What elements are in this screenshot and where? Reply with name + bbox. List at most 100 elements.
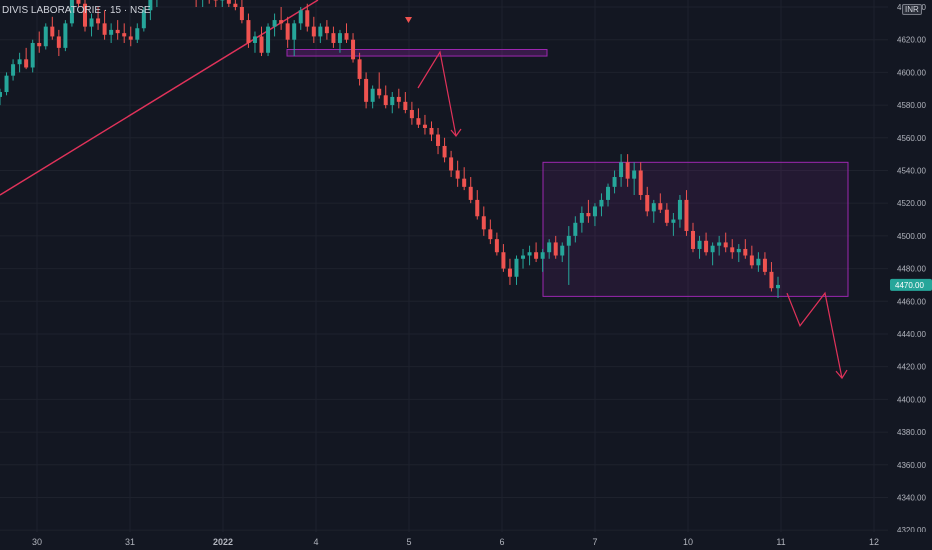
y-tick-label: 4580.00	[897, 101, 926, 110]
candle-body	[285, 23, 290, 40]
candle-body	[632, 170, 637, 179]
candle-body	[481, 216, 486, 230]
candle-body	[442, 145, 447, 158]
candle-body	[226, 0, 231, 4]
candle-body	[429, 127, 434, 135]
candle-body	[475, 199, 480, 217]
time-axis-bg	[0, 532, 932, 550]
candle-body	[298, 10, 303, 24]
candle-body	[37, 42, 42, 47]
drawing-boxes[interactable]	[286, 49, 849, 297]
candle-body	[723, 242, 728, 248]
y-tick-label: 4540.00	[897, 166, 926, 175]
candle-body	[102, 23, 107, 35]
y-tick-label: 4320.00	[897, 526, 926, 535]
y-tick-label: 4620.00	[897, 36, 926, 45]
candle-body	[390, 96, 395, 106]
y-tick-label: 4420.00	[897, 363, 926, 372]
candle-body	[239, 7, 244, 21]
y-tick-label: 4400.00	[897, 395, 926, 404]
candle-body	[89, 18, 94, 27]
candle-body	[4, 75, 9, 93]
candle-body	[305, 10, 310, 27]
projection-arrowhead	[835, 369, 848, 380]
candlestick-series	[0, 0, 780, 299]
candle-body	[560, 245, 565, 256]
candle-body	[684, 199, 689, 231]
price-axis[interactable]: 4320.00 4340.00 4360.00 4380.00 4400.00 4420.…	[888, 0, 932, 535]
candle-body	[468, 186, 473, 200]
candle-body	[462, 178, 467, 187]
candle-body	[135, 28, 140, 40]
candle-body	[409, 109, 414, 119]
candle-body	[396, 96, 401, 102]
candle-body	[756, 258, 761, 266]
candle-body	[592, 206, 597, 217]
candle-body	[377, 88, 382, 96]
candle-body	[606, 186, 611, 200]
candle-body	[331, 33, 336, 43]
candle-body	[547, 242, 552, 253]
price-tag-bg	[890, 278, 932, 291]
candle-body	[351, 39, 356, 60]
candle-body	[514, 258, 519, 277]
candle-body	[96, 18, 101, 24]
candle-body	[488, 229, 493, 240]
candle-body	[625, 162, 630, 179]
candle-body	[534, 252, 539, 259]
candle-body	[344, 33, 349, 40]
candle-body	[259, 36, 264, 53]
candle-body	[691, 230, 696, 249]
candle-body	[645, 195, 650, 212]
candle-body	[115, 29, 120, 34]
candle-body	[266, 26, 271, 53]
candle-body	[664, 209, 669, 223]
candle-body	[128, 36, 133, 40]
arrow-drawings[interactable]	[405, 17, 848, 380]
rising-trendline[interactable]	[0, 0, 319, 196]
candle-body	[762, 258, 767, 272]
candle-body	[50, 26, 55, 37]
trendline[interactable]	[0, 0, 319, 196]
candle-body	[730, 247, 735, 253]
candle-body	[658, 203, 663, 210]
candle-body	[246, 20, 251, 43]
candle-body	[769, 271, 774, 289]
candle-body	[292, 23, 297, 40]
resistance-zone-box[interactable]	[286, 49, 548, 57]
candle-body	[677, 199, 682, 220]
candle-body	[141, 10, 146, 29]
candle-body	[272, 20, 277, 27]
y-tick-label: 4560.00	[897, 134, 926, 143]
small-arrow-path[interactable]	[417, 50, 457, 137]
x-tick-label: 4	[313, 537, 318, 547]
currency-badge[interactable]: INR	[902, 4, 922, 15]
projection-arrow-path[interactable]	[786, 291, 843, 379]
current-price-label: 4470.00	[895, 281, 924, 290]
x-tick-label: 2022	[213, 537, 233, 547]
candle-body	[743, 248, 748, 256]
candle-body	[521, 255, 526, 259]
candle-body	[736, 248, 741, 253]
x-tick-label: 12	[869, 537, 879, 547]
candle-body	[357, 59, 362, 79]
candle-body	[30, 42, 35, 68]
candle-body	[370, 88, 375, 102]
time-axis[interactable]: 30 31 2022 4 5 6 7 10 11 12	[0, 532, 932, 550]
candle-body	[697, 240, 702, 249]
candle-body	[599, 199, 604, 207]
candle-body	[63, 23, 68, 48]
candle-body	[43, 26, 48, 47]
y-tick-label: 4440.00	[897, 330, 926, 339]
y-tick-label: 4340.00	[897, 493, 926, 502]
candle-body	[24, 59, 29, 68]
candle-body	[704, 240, 709, 253]
candle-body	[364, 78, 369, 102]
current-price-tag: 4470.00	[890, 278, 932, 291]
range-box[interactable]	[542, 161, 849, 297]
candle-body	[507, 268, 512, 277]
candle-body	[573, 222, 578, 236]
y-tick-label: 4460.00	[897, 297, 926, 306]
candle-body	[436, 134, 441, 146]
